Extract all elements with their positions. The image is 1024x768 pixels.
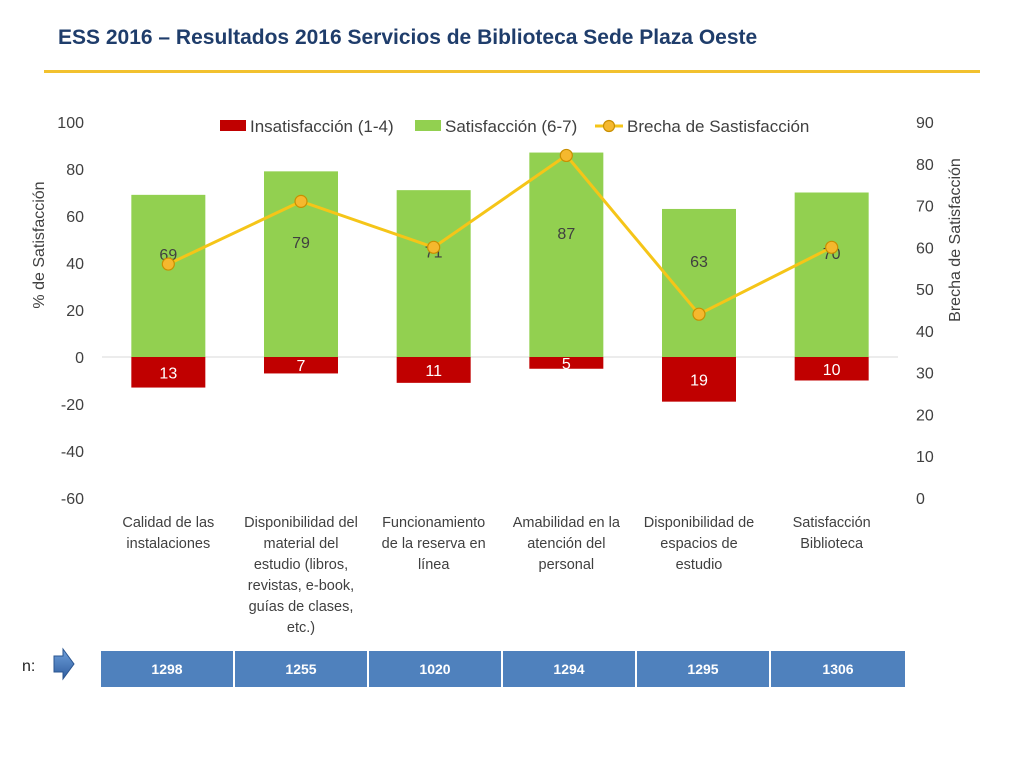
satisfaction-data-label: 79 [292,235,310,252]
legend-label-gap: Brecha de Sastisfacción [627,117,809,136]
dissatisfaction-bar [131,357,206,388]
y2-tick-label: 80 [916,157,934,174]
y2-tick-label: 90 [916,115,934,132]
x-category-label: Funcionamiento de la reserva en línea [382,515,486,573]
dissatisfaction-data-label: 13 [159,365,177,382]
dissatisfaction-bar [529,357,604,369]
dissatisfaction-bar [662,357,736,402]
n-cell: 1255 [235,651,369,687]
dissatisfaction-bar [264,357,338,374]
satisfaction-bar [794,192,869,357]
y2-axis-title: Brecha de Satisfacción [947,158,964,322]
legend-swatch-gap-marker [602,119,616,133]
x-category-label: Amabilidad en la atención del personal [513,515,621,573]
y2-tick-label: 20 [916,407,934,424]
y2-tick-label: 10 [916,449,934,466]
gap-series-line [167,153,833,317]
legend-label-dissatisfaction: Insatisfacción (1-4) [250,117,394,136]
dissatisfaction-data-label: 11 [425,363,442,380]
x-category-label: Disponibilidad del material del estudio (l… [244,515,358,636]
y2-tick-label: 0 [916,491,925,508]
y-tick-label: -20 [61,397,84,414]
y-tick-label: -40 [61,444,84,461]
n-cell: 1020 [369,651,503,687]
n-cell: 1306 [771,651,905,687]
dissatisfaction-data-label: 7 [297,358,306,375]
y-tick-label: 80 [66,162,84,179]
x-category-label: Disponibilidad de espacios de estudio [644,515,754,573]
satisfaction-data-label: 63 [690,254,708,271]
y-tick-label: -60 [61,491,84,508]
legend-swatch-dissatisfaction [220,120,246,131]
dissatisfaction-data-label: 10 [823,362,841,379]
gap-point [161,257,175,271]
n-cell: 1295 [637,651,771,687]
dissatisfaction-data-label: 5 [562,356,571,373]
dissatisfaction-data-label: 19 [690,372,708,389]
dissatisfaction-bar [396,357,471,383]
y-tick-label: 0 [75,350,84,367]
satisfaction-bar [396,190,471,357]
x-category-label: Satisfacción Biblioteca [793,515,871,552]
arrow-right-icon [53,647,75,681]
dissatisfaction-bar [794,357,869,381]
legend-swatch-satisfaction [415,120,441,131]
gap-point [559,148,573,163]
title-divider [44,70,980,73]
y-tick-label: 100 [57,115,84,132]
n-cell: 1298 [101,651,235,687]
satisfaction-bar [529,152,604,357]
y2-tick-label: 60 [916,240,934,257]
gap-point [294,194,308,208]
y2-tick-label: 70 [916,199,934,216]
y2-tick-label: 50 [916,282,934,299]
gap-point [427,240,441,254]
satisfaction-bar [131,194,206,357]
y-tick-label: 20 [66,303,84,320]
y2-tick-label: 40 [916,324,934,341]
page-title: ESS 2016 – Resultados 2016 Servicios de … [58,26,758,49]
n-label: n: [22,658,36,675]
x-category-label: Calidad de las instalaciones [122,515,214,552]
n-table: 1298 1255 1020 1294 1295 1306 [100,650,906,690]
y-tick-label: 40 [66,256,84,273]
satisfaction-chart: 100806040200-20-40-609080706050403020100… [31,115,964,636]
y2-tick-label: 30 [916,366,934,383]
gap-point [692,307,706,321]
legend-label-satisfaction: Satisfacción (6-7) [445,117,577,136]
gap-point [825,240,839,254]
n-cell: 1294 [503,651,637,687]
y-axis-title: % de Satisfacción [31,181,48,308]
y-tick-label: 60 [66,209,84,226]
satisfaction-data-label: 87 [557,226,575,243]
